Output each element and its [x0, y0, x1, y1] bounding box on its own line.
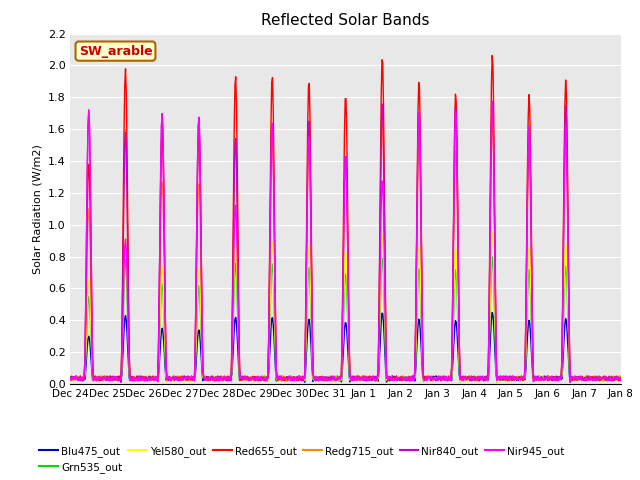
Blu475_out [189, 374, 196, 380]
Red655_out [77, 373, 84, 379]
Nir945_out [133, 375, 141, 381]
Yel580_out [77, 373, 84, 379]
Red655_out [488, 53, 496, 59]
Redg715_out [218, 376, 226, 382]
Grn535_out [189, 374, 196, 380]
Grn535_out [429, 376, 436, 382]
Line: Nir840_out: Nir840_out [70, 101, 621, 382]
Blu475_out [133, 377, 141, 383]
Redg715_out [488, 118, 496, 123]
Redg715_out [77, 374, 84, 380]
Nir945_out [617, 375, 625, 381]
Blu475_out [218, 378, 226, 384]
Grn535_out [493, 379, 500, 385]
Nir840_out [488, 98, 496, 104]
Blu475_out [301, 379, 308, 385]
Grn535_out [617, 374, 625, 380]
Nir840_out [134, 373, 141, 379]
Red655_out [413, 248, 420, 254]
Grn535_out [133, 376, 141, 382]
Nir945_out [488, 98, 496, 104]
Blu475_out [488, 310, 496, 315]
Yel580_out [189, 373, 196, 379]
Nir945_out [218, 375, 226, 381]
Yel580_out [67, 375, 74, 381]
Nir840_out [77, 377, 84, 383]
Grn535_out [77, 377, 84, 383]
Nir840_out [67, 377, 74, 383]
Red655_out [189, 374, 196, 380]
Grn535_out [218, 374, 226, 380]
Yel580_out [133, 375, 141, 381]
Redg715_out [67, 375, 74, 381]
Red655_out [566, 379, 574, 385]
Nir840_out [219, 378, 227, 384]
Nir945_out [429, 377, 436, 383]
Redg715_out [429, 378, 436, 384]
Blu475_out [429, 373, 437, 379]
Line: Grn535_out: Grn535_out [70, 257, 621, 382]
Nir945_out [413, 262, 420, 267]
Legend: Blu475_out, Grn535_out, Yel580_out, Red655_out, Redg715_out, Nir840_out, Nir945_: Blu475_out, Grn535_out, Yel580_out, Red6… [35, 442, 568, 477]
Line: Red655_out: Red655_out [70, 56, 621, 382]
Red655_out [617, 376, 625, 382]
Line: Redg715_out: Redg715_out [70, 120, 621, 382]
Line: Yel580_out: Yel580_out [70, 232, 621, 382]
Blu475_out [67, 375, 74, 381]
Blu475_out [413, 336, 421, 342]
Nir840_out [413, 193, 421, 199]
Nir945_out [77, 374, 84, 380]
Redg715_out [566, 379, 574, 385]
Redg715_out [189, 375, 196, 381]
Nir945_out [67, 375, 74, 381]
Title: Reflected Solar Bands: Reflected Solar Bands [261, 13, 430, 28]
Nir945_out [189, 374, 196, 380]
Nir840_out [190, 374, 198, 380]
Redg715_out [413, 275, 420, 280]
Grn535_out [67, 374, 74, 380]
Yel580_out [218, 375, 226, 381]
Red655_out [429, 376, 436, 382]
Nir840_out [617, 377, 625, 383]
Grn535_out [413, 330, 420, 336]
Yel580_out [429, 377, 436, 383]
Yel580_out [488, 229, 496, 235]
Line: Nir945_out: Nir945_out [70, 101, 621, 382]
Redg715_out [133, 373, 141, 379]
Redg715_out [617, 376, 625, 382]
Y-axis label: Solar Radiation (W/m2): Solar Radiation (W/m2) [32, 144, 42, 274]
Blu475_out [77, 373, 84, 379]
Red655_out [133, 373, 141, 379]
Blu475_out [617, 374, 625, 380]
Red655_out [218, 376, 226, 382]
Yel580_out [493, 379, 500, 385]
Yel580_out [413, 321, 420, 326]
Grn535_out [488, 254, 496, 260]
Red655_out [67, 376, 74, 382]
Nir945_out [566, 379, 574, 385]
Line: Blu475_out: Blu475_out [70, 312, 621, 382]
Yel580_out [617, 377, 625, 383]
Text: SW_arable: SW_arable [79, 45, 152, 58]
Nir840_out [429, 375, 437, 381]
Nir840_out [117, 379, 125, 385]
